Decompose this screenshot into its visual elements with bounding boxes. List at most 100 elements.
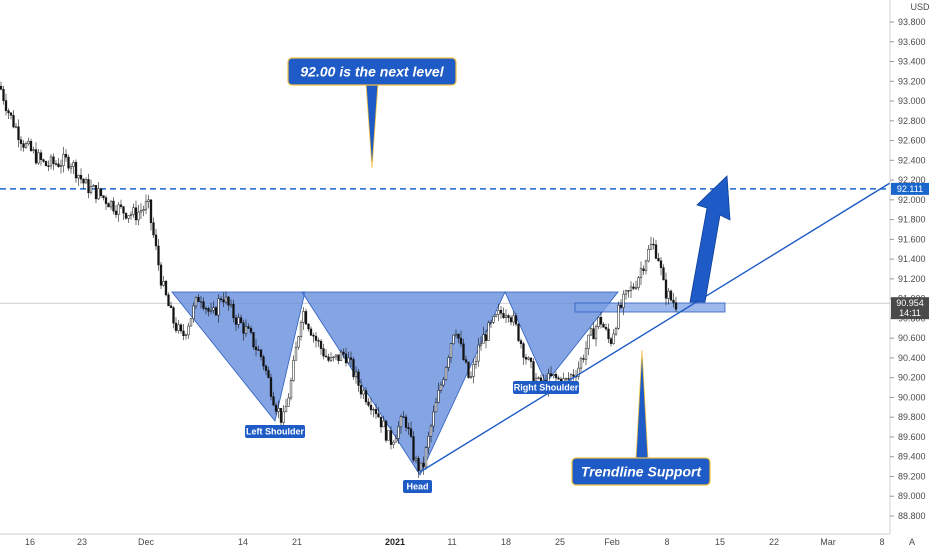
candle-up [27,141,30,145]
candle-up [447,357,450,368]
candle-up [512,315,515,323]
candle-down [654,244,658,259]
candle-down [152,222,155,236]
candle-down [367,401,370,406]
candle-down [54,163,58,165]
candle-up [584,348,588,360]
label-right-shoulder: Right Shoulder [513,381,579,394]
candle-down [2,89,5,101]
price-tick-label: 89.800 [898,412,926,422]
candle-up [387,430,390,441]
candle-up [429,425,433,437]
candle-down [457,333,460,339]
plot-area[interactable] [0,0,890,534]
candle-down [172,307,175,324]
candle-up [622,293,625,308]
price-axis[interactable]: USD 93.800 93.600 93.400 93.200 93.000 92.800… [889,0,932,550]
resistance-price-tag: 92.111 [891,182,929,195]
candle-down [619,304,623,308]
candle-down [357,371,360,386]
candle-up [162,281,165,286]
candle-down [609,338,613,344]
time-tick-label: 25 [555,537,565,547]
candle-up [299,322,303,338]
candle-down [599,317,603,325]
candle-up [579,358,583,369]
label-box [513,381,579,394]
price-tick-label: 92.400 [898,155,926,165]
price-tick-label: 90.200 [898,373,926,383]
candle-up [527,357,530,360]
callout-trendline-text: Trendline Support [581,464,703,480]
candle-down [272,396,275,406]
price-tick-label: 92.200 [898,175,926,185]
candle-down [107,203,110,208]
candlestick-series [0,81,678,478]
candle-up [92,185,95,187]
candle-up [454,333,458,336]
time-tick-label: 21 [292,537,302,547]
candle-up [139,210,143,213]
candle-up [177,324,180,331]
candle-up [217,298,220,316]
label-left-shoulder: Left Shoulder [245,425,305,438]
candle-up [89,186,93,194]
candle-up [644,260,648,271]
candle-up [97,188,100,200]
candle-down [529,357,533,362]
candle-down [522,343,525,358]
callout-trendline-support[interactable]: Trendline Support [571,349,711,486]
candle-down [232,303,235,319]
candle-down [402,416,405,418]
candle-up [117,204,120,215]
candle-up [289,380,293,399]
candle-up [229,303,233,306]
label-box [403,480,432,493]
candle-up [192,305,195,319]
candle-down [642,268,645,271]
candle-down [267,370,270,378]
candle-down [214,307,218,316]
candle-down [467,361,470,378]
candle-up [442,379,445,386]
candle-down [314,335,318,341]
time-tick-label: Dec [138,537,155,547]
price-tick-label: 89.000 [898,491,926,501]
label-left-shoulder-text: Left Shoulder [246,427,304,437]
candle-down [242,322,245,334]
candle-up [482,334,485,344]
price-tick-label: 93.600 [898,37,926,47]
candle-up [564,378,568,380]
candle-down [582,358,585,360]
time-axis[interactable]: 16 23 Dec 14 21 2021 11 18 25 Feb 8 15 22 Mar 8 A [0,533,932,550]
callout-next-level[interactable]: 92.00 is the next level [287,57,457,169]
candle-down [82,178,85,184]
candle-down [464,359,468,363]
price-tick-label: 89.200 [898,471,926,481]
time-tick-label: 18 [501,537,511,547]
candle-down [657,258,660,262]
candle-up [59,165,63,168]
candle-up [284,405,288,413]
candle-up [612,333,615,344]
candle-down [322,348,325,357]
candle-down [154,234,158,247]
candle-up [137,211,140,221]
candle-down [252,332,255,348]
candle-up [244,326,248,334]
candle-up [237,317,240,325]
candle-down [169,305,173,308]
price-tick-label: 89.600 [898,432,926,442]
right-shoulder-triangle [504,291,619,384]
candle-down [39,152,43,160]
candle-down [0,85,3,90]
candle-down [572,374,575,377]
candle-down [422,462,425,468]
trendline-support[interactable] [419,182,891,473]
candle-up [399,416,403,428]
time-tick-label: 23 [77,537,87,547]
auto-scale-button[interactable]: A [909,537,915,547]
candle-up [224,296,228,303]
candle-down [317,340,320,342]
